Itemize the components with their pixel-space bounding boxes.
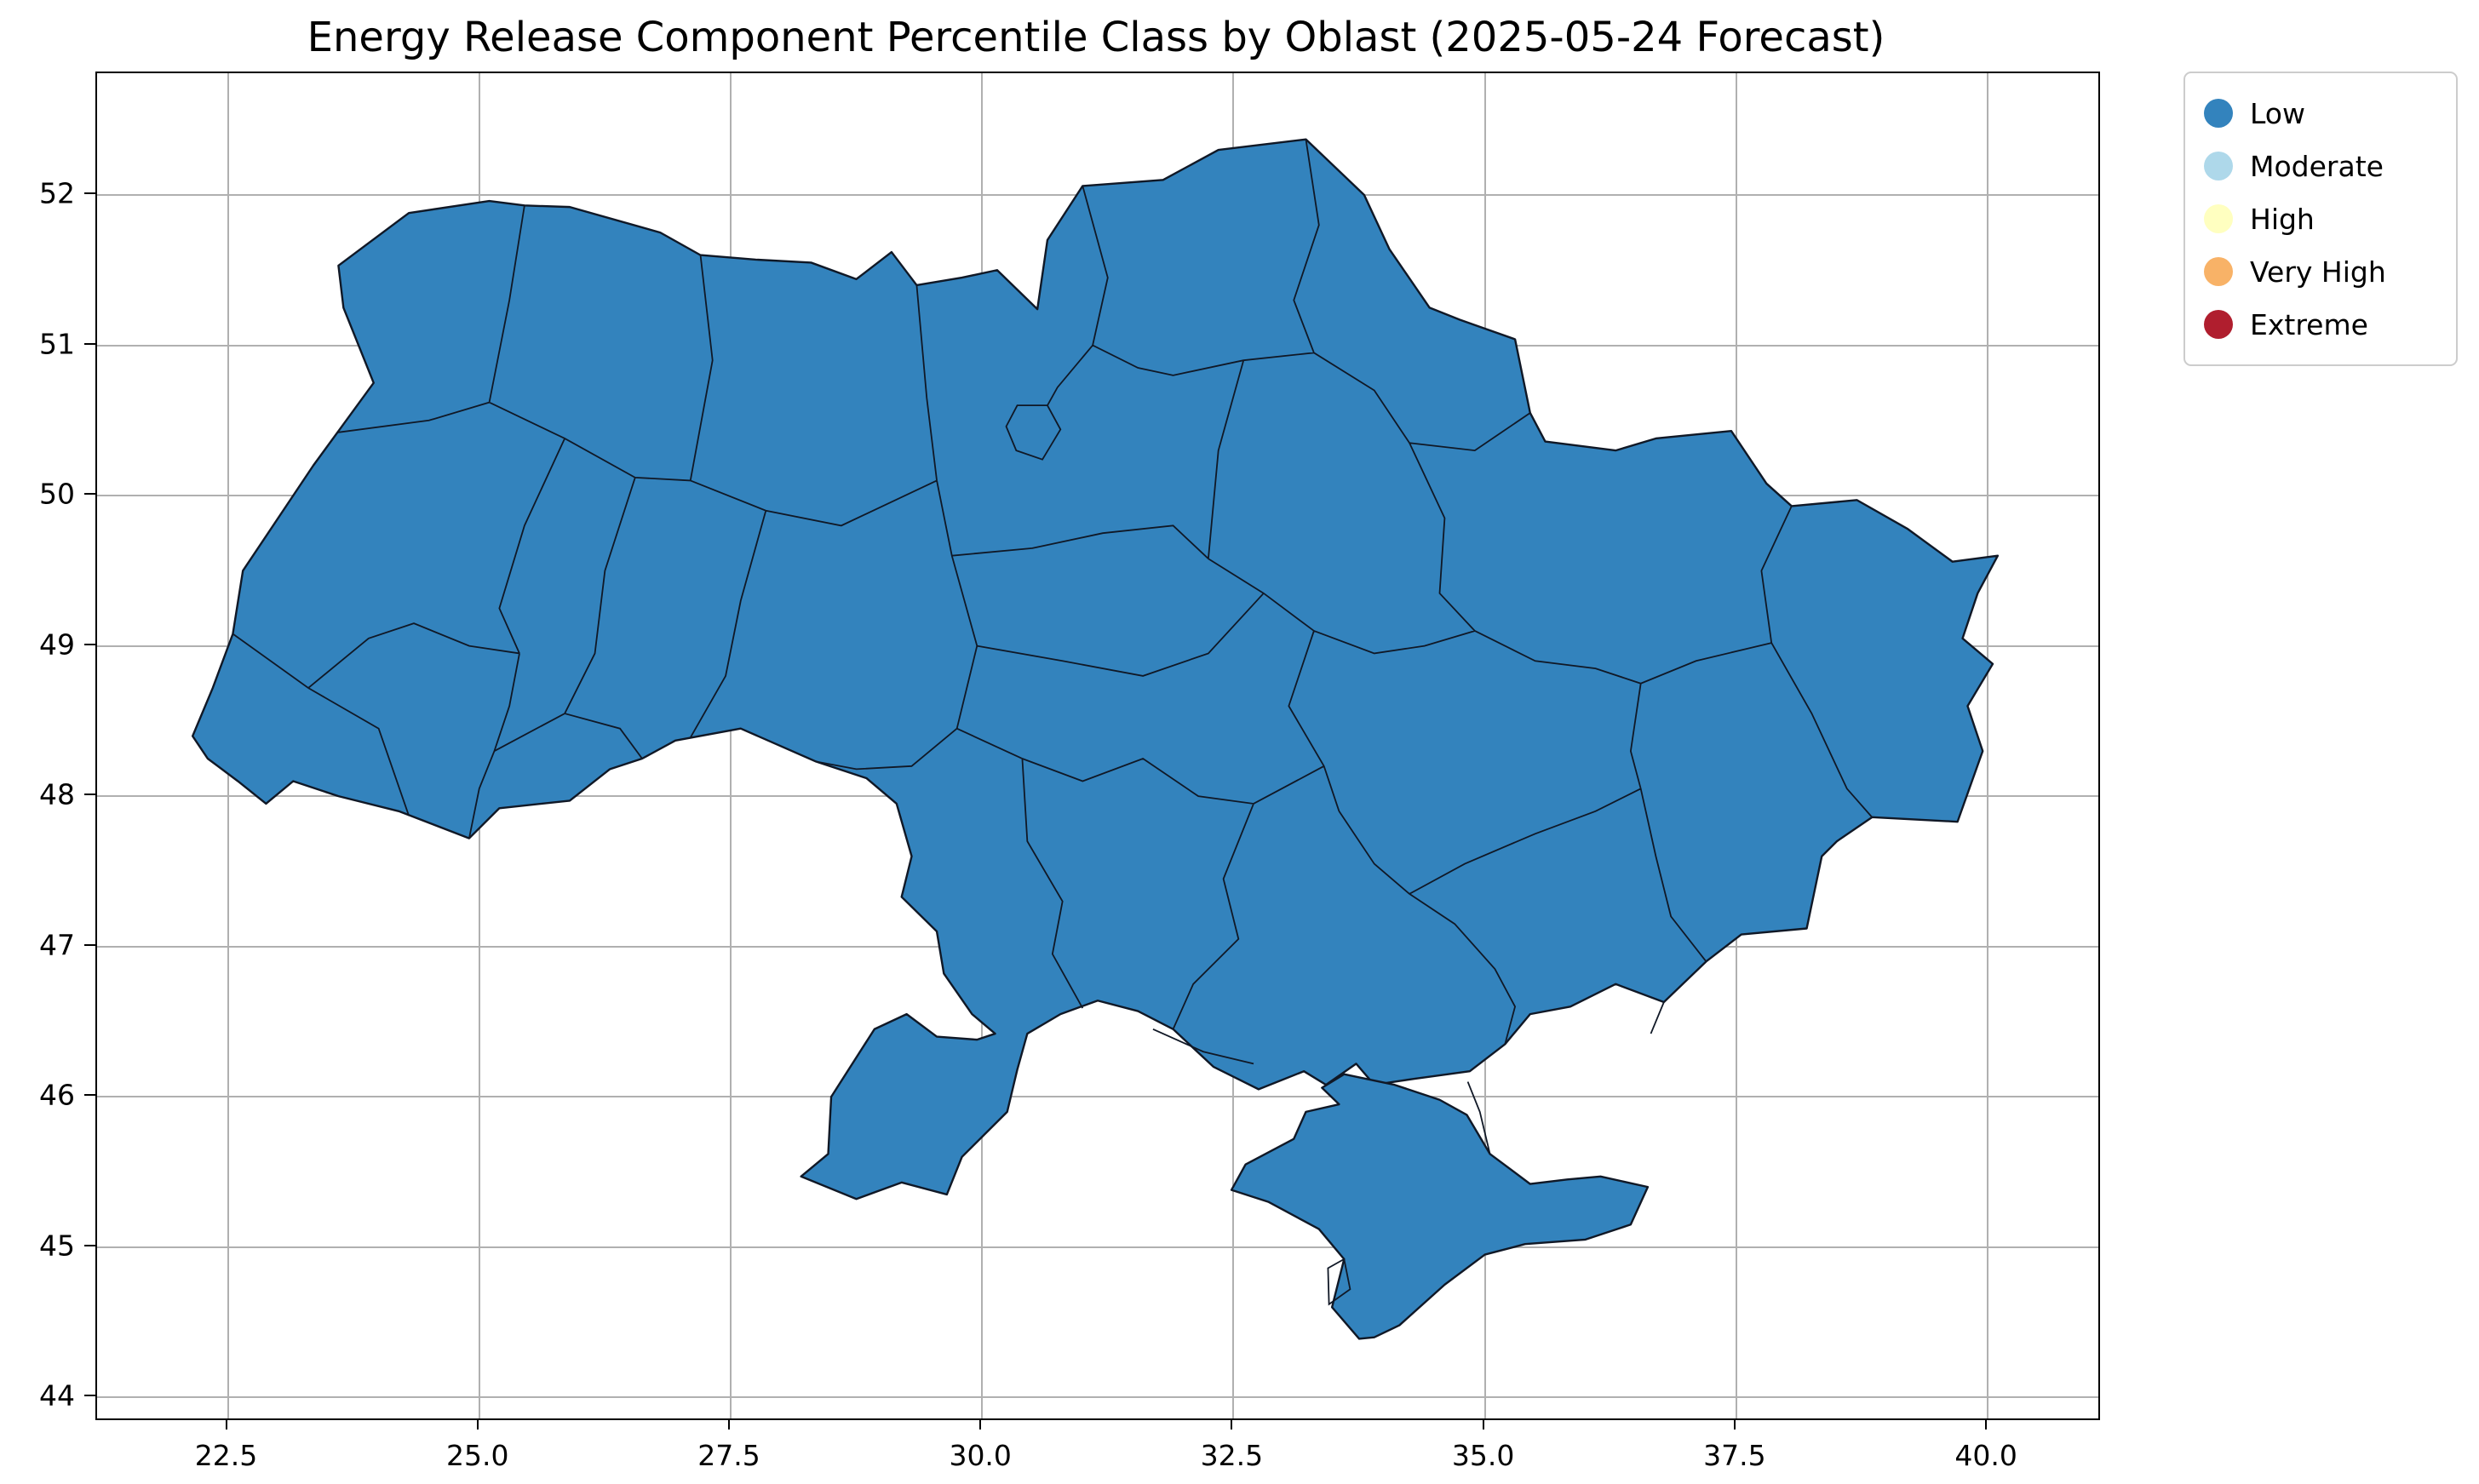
x-tick-mark bbox=[727, 1418, 730, 1430]
legend-item-label: Low bbox=[2250, 96, 2305, 130]
plot-area bbox=[95, 72, 2100, 1420]
x-tick-mark bbox=[979, 1418, 982, 1430]
x-tick-label: 40.0 bbox=[1954, 1439, 2017, 1472]
x-tick-label: 32.5 bbox=[1200, 1439, 1264, 1472]
y-tick-mark bbox=[84, 1094, 95, 1097]
y-tick-mark bbox=[84, 1395, 95, 1397]
y-tick-mark bbox=[84, 192, 95, 194]
legend-item: High bbox=[2195, 192, 2446, 245]
y-tick-label: 49 bbox=[39, 627, 75, 662]
y-tick-label: 47 bbox=[39, 928, 75, 962]
x-tick-label: 35.0 bbox=[1451, 1439, 1515, 1472]
y-tick-mark bbox=[84, 794, 95, 796]
y-tick-mark bbox=[84, 493, 95, 496]
y-gridline bbox=[97, 1246, 2098, 1248]
y-tick-mark bbox=[84, 943, 95, 946]
legend-marker-low bbox=[2204, 99, 2233, 128]
legend-item-label: Extreme bbox=[2250, 307, 2368, 341]
legend-item-label: Very High bbox=[2250, 255, 2386, 289]
y-tick-label: 45 bbox=[39, 1229, 75, 1263]
x-gridline bbox=[729, 73, 732, 1418]
oblast-borders bbox=[232, 140, 1872, 1304]
x-tick-label: 27.5 bbox=[697, 1439, 760, 1472]
x-tick-label: 37.5 bbox=[1703, 1439, 1766, 1472]
legend-marker-very-high bbox=[2204, 257, 2233, 286]
legend-item: Very High bbox=[2195, 245, 2446, 298]
x-tick-mark bbox=[1733, 1418, 1736, 1430]
chart-title: Energy Release Component Percentile Clas… bbox=[307, 14, 1885, 61]
legend-item: Extreme bbox=[2195, 298, 2446, 351]
y-tick-label: 51 bbox=[39, 327, 75, 361]
legend-item-label: Moderate bbox=[2250, 149, 2384, 183]
x-tick-mark bbox=[1985, 1418, 1988, 1430]
legend-item: Moderate bbox=[2195, 140, 2446, 192]
y-gridline bbox=[97, 1396, 2098, 1399]
x-gridline bbox=[1987, 73, 1989, 1418]
legend-item: Low bbox=[2195, 87, 2446, 140]
ukraine-mainland-region bbox=[192, 140, 1998, 1200]
y-tick-label: 48 bbox=[39, 777, 75, 811]
y-tick-mark bbox=[84, 1244, 95, 1246]
y-tick-mark bbox=[84, 643, 95, 645]
x-tick-mark bbox=[225, 1418, 227, 1430]
y-tick-mark bbox=[84, 342, 95, 345]
y-tick-label: 52 bbox=[39, 176, 75, 210]
crimea-region bbox=[1231, 1074, 1648, 1339]
legend-marker-high bbox=[2204, 204, 2233, 233]
y-tick-label: 44 bbox=[39, 1378, 75, 1412]
map-regions bbox=[192, 140, 1998, 1339]
x-tick-mark bbox=[1482, 1418, 1484, 1430]
legend: Low Moderate High Very High Extreme bbox=[2183, 72, 2458, 366]
x-tick-label: 30.0 bbox=[949, 1439, 1012, 1472]
y-tick-label: 46 bbox=[39, 1078, 75, 1112]
legend-marker-moderate bbox=[2204, 152, 2233, 180]
ukraine-map bbox=[97, 73, 2098, 1418]
y-tick-label: 50 bbox=[39, 477, 75, 511]
x-tick-label: 25.0 bbox=[445, 1439, 509, 1472]
y-gridline bbox=[97, 1096, 2098, 1098]
legend-item-label: High bbox=[2250, 202, 2315, 236]
x-tick-label: 22.5 bbox=[194, 1439, 258, 1472]
x-tick-mark bbox=[1231, 1418, 1233, 1430]
x-tick-mark bbox=[476, 1418, 479, 1430]
legend-marker-extreme bbox=[2204, 310, 2233, 339]
